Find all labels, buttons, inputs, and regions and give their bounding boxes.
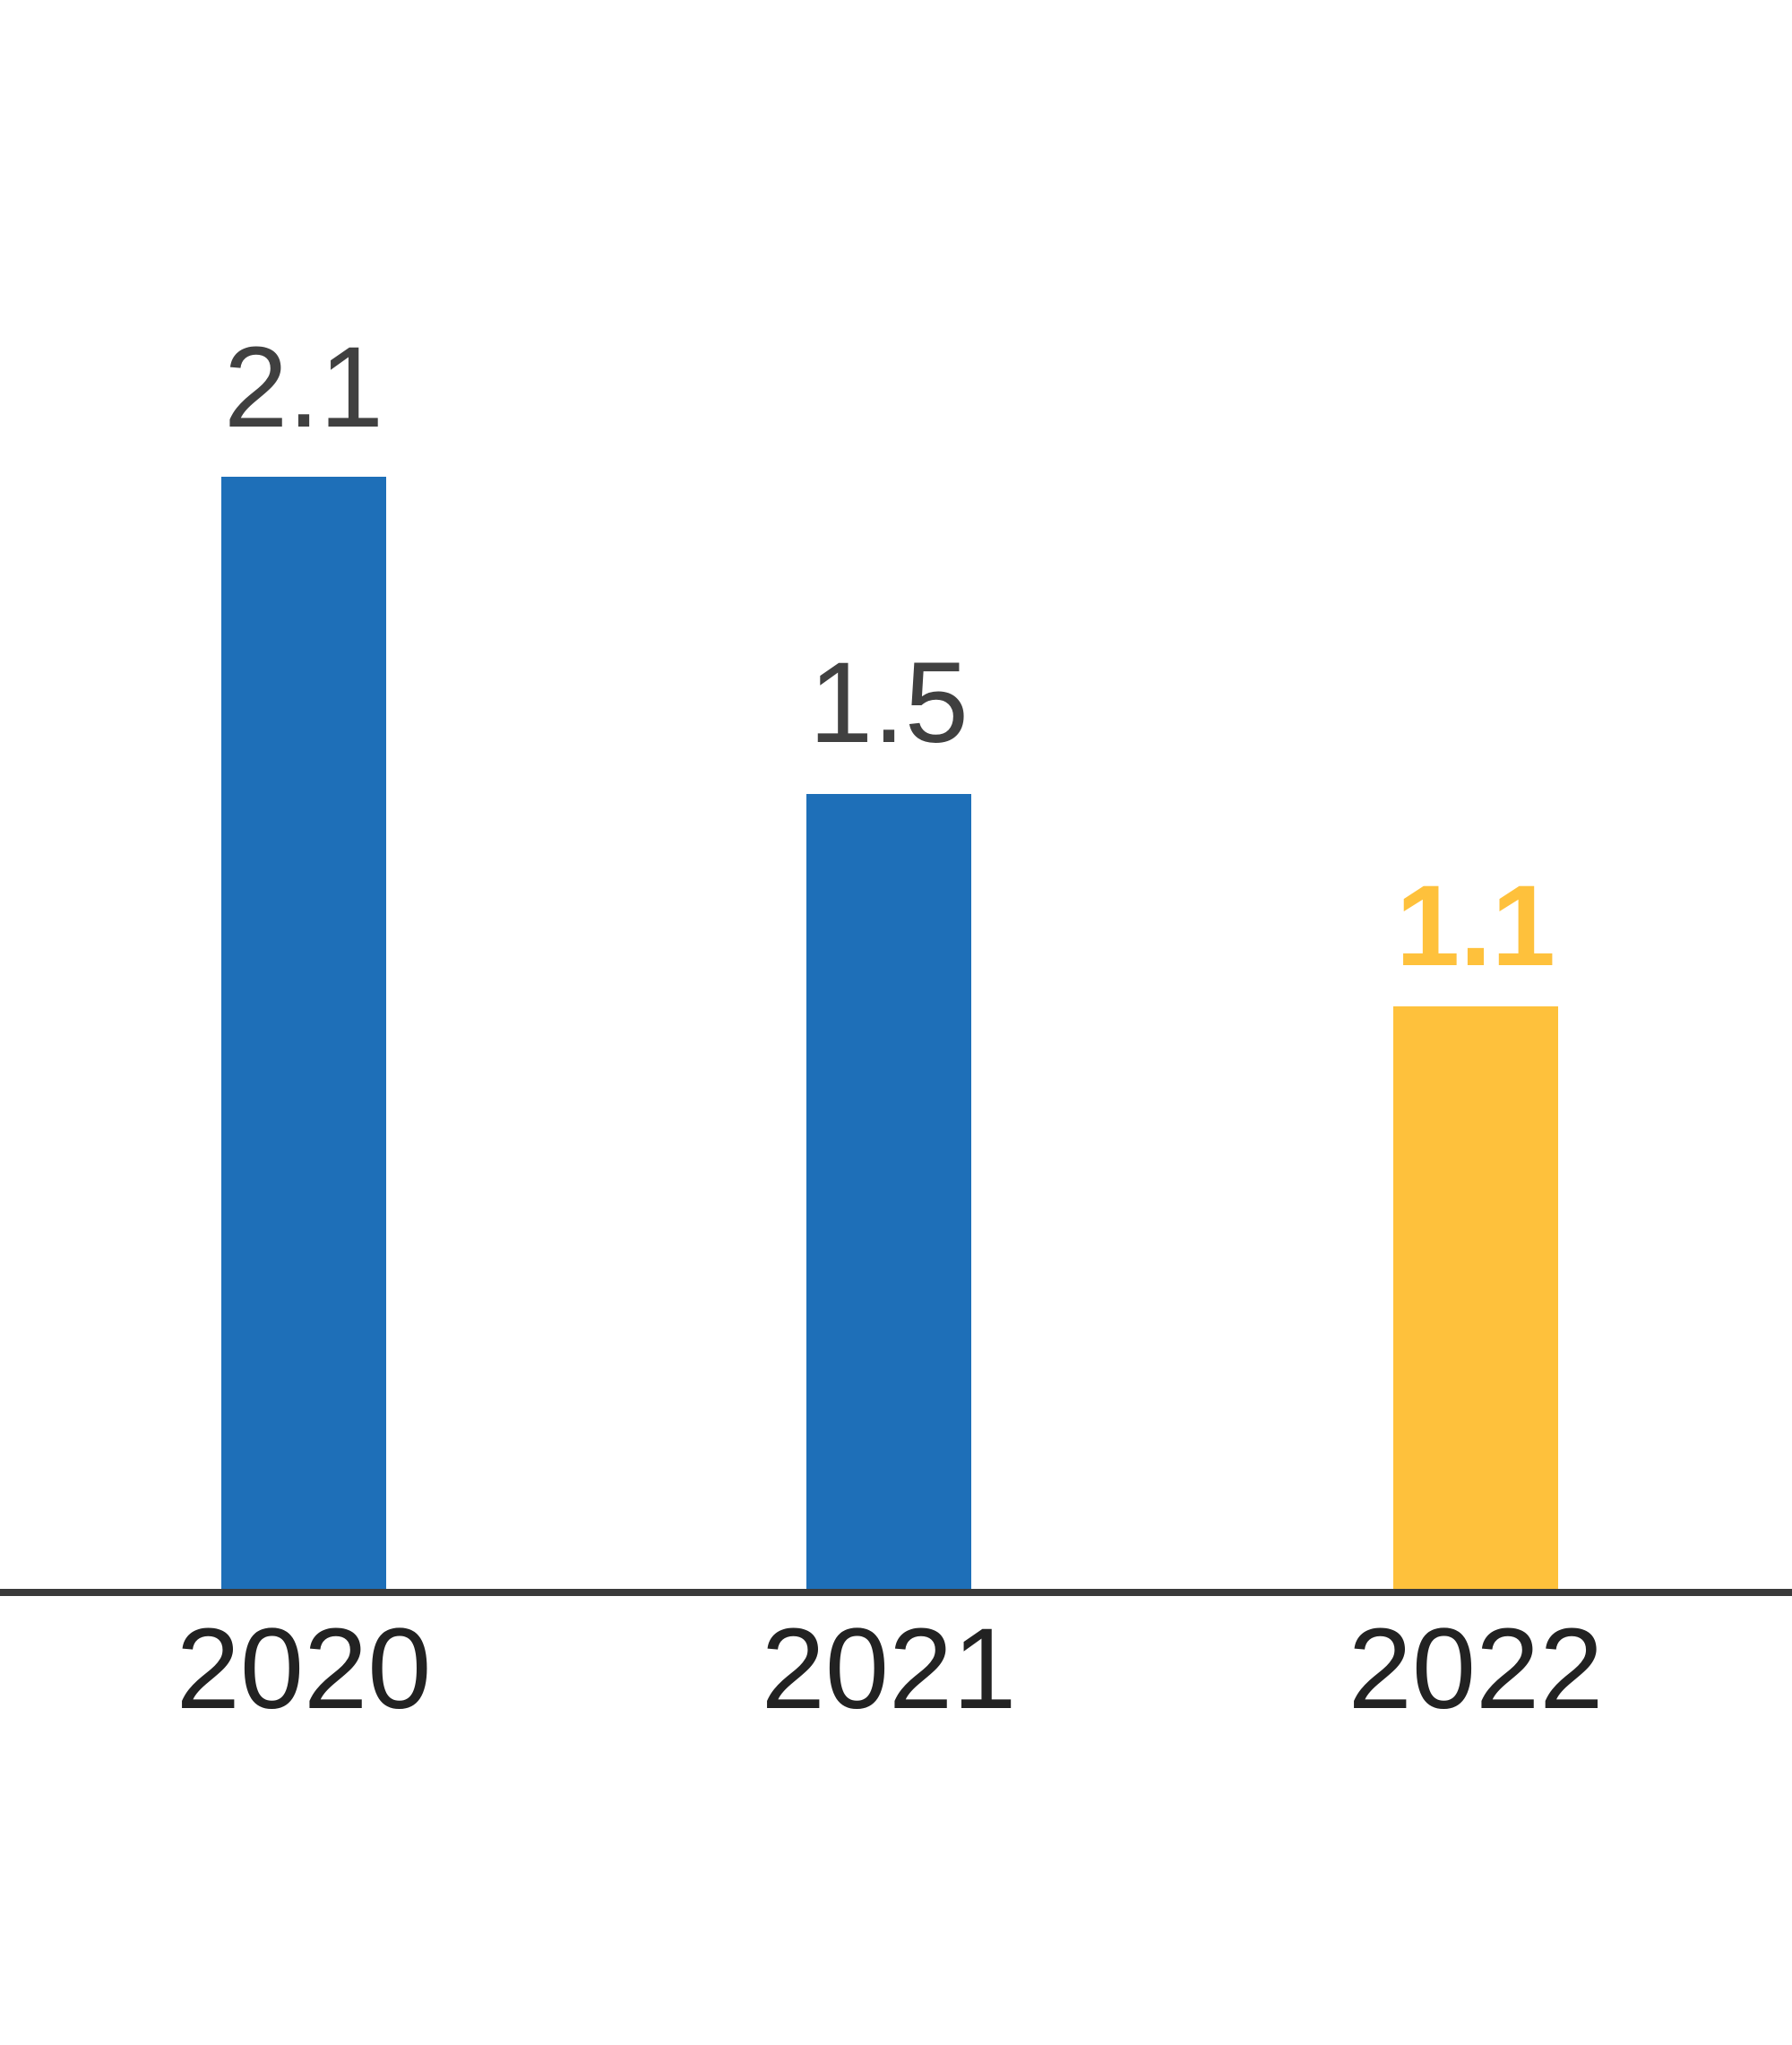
x-axis-line [0, 1589, 1792, 1596]
bar-2021 [806, 794, 971, 1589]
x-tick-label-2022: 2022 [1348, 1605, 1604, 1733]
x-tick-label-2020: 2020 [176, 1605, 432, 1733]
value-label-2021: 1.5 [809, 639, 969, 767]
x-tick-label-2021: 2021 [761, 1605, 1017, 1733]
bar-2020 [221, 477, 386, 1589]
bar-2022 [1393, 1006, 1558, 1589]
value-label-2020: 2.1 [224, 324, 383, 452]
value-label-2022: 1.1 [1396, 862, 1555, 990]
